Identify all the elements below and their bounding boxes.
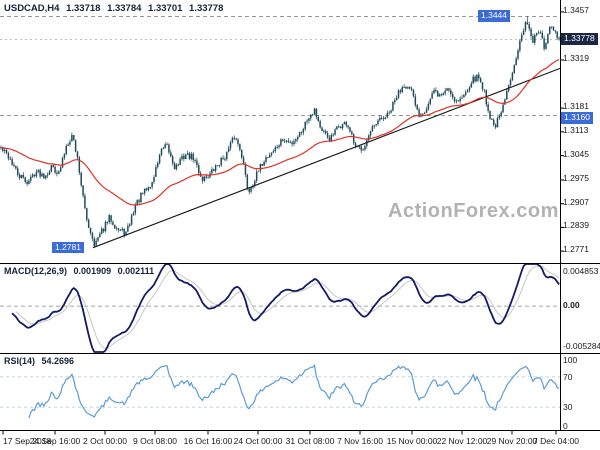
rsi-axis-label: 30 xyxy=(563,402,573,413)
price-axis-label: 1.2839 xyxy=(563,220,589,231)
price-axis-label: 1.2907 xyxy=(563,196,589,207)
date-axis-label: 9 Oct 08:00 xyxy=(133,436,177,446)
date-axis-label: 29 Nov 20:00 xyxy=(486,436,538,446)
macd-axis-label: 0.00 xyxy=(563,300,580,311)
rsi-axis-label: 100 xyxy=(563,355,578,365)
date-axis-label: 7 Nov 16:00 xyxy=(337,436,383,446)
price-axis-label: 1.2975 xyxy=(563,172,589,183)
date-axis-label: 16 Oct 16:00 xyxy=(183,436,233,446)
macd-axis-label: -0.005284 xyxy=(563,341,600,351)
price-axis-label: 1.3113 xyxy=(563,124,589,135)
date-axis-label: 22 Nov 12:00 xyxy=(436,436,488,446)
price-axis-label: 1.3319 xyxy=(563,52,589,63)
rsi-value: 54.2696 xyxy=(41,356,75,366)
macd-label: MACD(12,26,9) 0.001909 0.002111 xyxy=(4,266,158,276)
candlestick-series xyxy=(0,16,560,248)
rsi-axis-label: 0 xyxy=(563,421,568,431)
ohlc-open: 1.33718 xyxy=(66,3,101,14)
current-price-badge: 1.33778 xyxy=(561,33,598,46)
rsi-title: RSI(14) xyxy=(4,356,36,366)
level-lines xyxy=(0,15,560,116)
date-axis-label: 2 Oct 00:00 xyxy=(83,436,127,446)
price-axis-label: 1.3181 xyxy=(563,101,589,112)
price-axis-label: 1.2771 xyxy=(563,244,589,255)
date-axis-label: 17 Sep 2018 xyxy=(3,436,52,446)
ohlc-low: 1.33701 xyxy=(148,3,183,14)
chart-chrome xyxy=(0,0,600,435)
ohlc-high: 1.33784 xyxy=(107,3,142,14)
date-axis-label: 31 Oct 08:00 xyxy=(285,436,335,446)
price-axis-label: 1.3457 xyxy=(563,4,589,15)
ohlc-close: 1.33778 xyxy=(189,3,224,14)
rsi-axis-label: 70 xyxy=(563,371,573,382)
macd-title: MACD(12,26,9) xyxy=(4,266,68,276)
macd-value: 0.001909 xyxy=(73,266,112,276)
watermark: ActionForex.com xyxy=(388,200,559,222)
overlay-lines xyxy=(0,59,561,249)
ohlc-header: USDCAD,H4 1.33718 1.33784 1.33701 1.3377… xyxy=(4,3,227,14)
macd-axis-label: 0.004853 xyxy=(563,266,599,276)
date-axis-label: 7 Dec 04:00 xyxy=(533,436,579,446)
date-axis-label: 24 Oct 00:00 xyxy=(233,436,283,446)
macd-signal-value: 0.002111 xyxy=(117,266,155,276)
price-axis-label: 1.3045 xyxy=(563,148,589,159)
support-level-badge: 1.3160 xyxy=(561,112,593,125)
low-level-badge: 1.2781 xyxy=(52,241,84,254)
high-level-badge: 1.3444 xyxy=(478,10,510,23)
rsi-label: RSI(14) 54.2696 xyxy=(4,356,78,366)
symbol-label: USDCAD,H4 xyxy=(4,3,60,14)
date-axis-label: 15 Nov 00:00 xyxy=(386,436,438,446)
rsi-series xyxy=(0,364,560,419)
date-axis-label: 24 Sep 16:00 xyxy=(29,436,81,446)
macd-series xyxy=(0,263,560,353)
